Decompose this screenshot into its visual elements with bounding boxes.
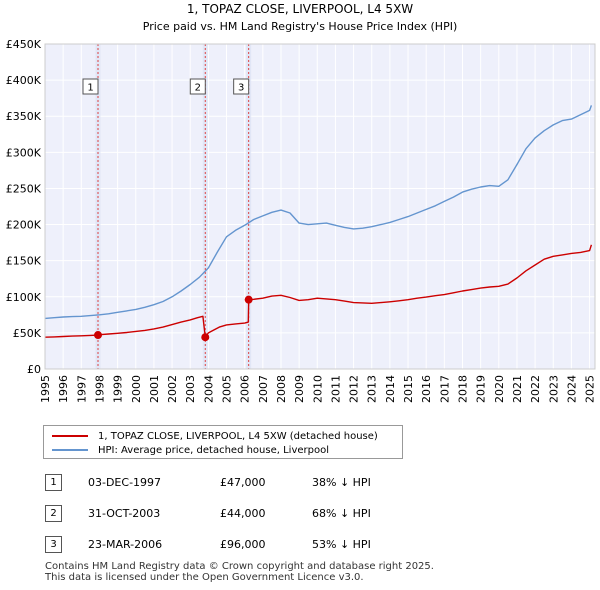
sale-label-box (189, 78, 206, 95)
sale-shading (95, 44, 252, 369)
y-tick-label: £250K (6, 182, 42, 195)
sale-number-badge: 2 (45, 505, 62, 522)
price-chart: 1, TOPAZ CLOSE, LIVERPOOL, L4 5XW Price … (6, 2, 597, 403)
x-tick-label: 2016 (420, 375, 433, 403)
footer: Contains HM Land Registry data © Crown c… (45, 561, 434, 583)
x-tick-label: 2000 (130, 375, 143, 403)
footer-licence: This data is licensed under the Open Gov… (45, 572, 364, 583)
x-tick-label: 1997 (75, 375, 88, 403)
y-tick-label: £200K (6, 219, 42, 232)
x-tick-label: 2020 (493, 375, 506, 403)
x-tick-label: 2005 (221, 375, 234, 403)
legend: 1, TOPAZ CLOSE, LIVERPOOL, L4 5XW (detac… (43, 425, 403, 459)
y-tick-label: £350K (6, 110, 42, 123)
x-tick-label: 1998 (93, 375, 106, 403)
sale-markers: 1 2 3 (82, 78, 253, 342)
y-tick-label: £300K (6, 146, 42, 159)
x-tick-label: 2025 (584, 375, 597, 403)
x-tick-label: 1999 (112, 375, 125, 403)
sale-highlight-band (246, 44, 252, 369)
x-tick-label: 2003 (184, 375, 197, 403)
x-tick-label: 1995 (39, 375, 52, 403)
plot-area (45, 44, 595, 369)
sale-number-badge: 1 (45, 474, 62, 491)
x-tick-label: 2004 (202, 375, 215, 403)
sale-highlight-band (95, 44, 101, 369)
footer-copyright: Contains HM Land Registry data © Crown c… (45, 561, 434, 572)
chart-subtitle: Price paid vs. HM Land Registry's House … (143, 20, 458, 33)
sale-point (244, 295, 253, 304)
sale-highlight-band (202, 44, 208, 369)
y-tick-label: £50K (13, 327, 42, 340)
x-tick-label: 2014 (384, 375, 397, 403)
x-tick-label: 2010 (311, 375, 324, 403)
legend-item-property: 1, TOPAZ CLOSE, LIVERPOOL, L4 5XW (detac… (52, 429, 378, 443)
legend-swatch-property (52, 435, 88, 437)
plot-border (44, 43, 596, 370)
x-tick-label: 2001 (148, 375, 161, 403)
sale-label-box (233, 78, 250, 95)
y-tick-label: £400K (6, 74, 42, 87)
legend-label-property: 1, TOPAZ CLOSE, LIVERPOOL, L4 5XW (detac… (98, 430, 378, 442)
x-tick-label: 2021 (511, 375, 524, 403)
sale-date: 03-DEC-1997 (88, 476, 162, 489)
x-tick-label: 2015 (402, 375, 415, 403)
sale-label: 1 (87, 83, 93, 94)
sale-label: 3 (238, 83, 244, 94)
x-tick-label: 2013 (366, 375, 379, 403)
sale-point (94, 331, 103, 340)
x-tick-label: 2011 (329, 375, 342, 403)
x-tick-label: 2002 (166, 375, 179, 403)
series-line (44, 244, 593, 338)
y-tick-label: £450K (6, 38, 42, 51)
x-tick-label: 2009 (293, 375, 306, 403)
y-tick-label: £0 (27, 363, 41, 376)
x-tick-label: 2018 (456, 375, 469, 403)
sale-hpi-diff: 68% ↓ HPI (312, 507, 371, 520)
x-tick-label: 2008 (275, 375, 288, 403)
axes: £0 £50K £100K £150K £200K £250K £300K £350K £400… (6, 38, 597, 403)
sale-hpi-diff: 38% ↓ HPI (312, 476, 371, 489)
x-tick-label: 2019 (475, 375, 488, 403)
x-tick-label: 2022 (529, 375, 542, 403)
x-tick-label: 2012 (348, 375, 361, 403)
sale-point (201, 333, 210, 342)
legend-swatch-hpi (52, 449, 88, 451)
sale-price: £47,000 (220, 476, 266, 489)
x-tick-label: 2006 (239, 375, 252, 403)
sale-number-badge: 3 (45, 536, 62, 553)
y-tick-label: £100K (6, 291, 42, 304)
series-line (44, 105, 593, 320)
legend-item-hpi: HPI: Average price, detached house, Live… (52, 443, 329, 457)
x-tick-label: 2024 (565, 375, 578, 403)
sale-label: 2 (195, 83, 201, 94)
series-layer (44, 105, 593, 338)
sale-date: 31-OCT-2003 (88, 507, 161, 520)
x-tick-label: 2017 (438, 375, 451, 403)
y-tick-label: £150K (6, 255, 42, 268)
legend-label-hpi: HPI: Average price, detached house, Live… (98, 444, 330, 456)
sale-date: 23-MAR-2006 (88, 538, 163, 551)
sale-price: £96,000 (220, 538, 266, 551)
x-tick-label: 2007 (257, 375, 270, 403)
chart-title: 1, TOPAZ CLOSE, LIVERPOOL, L4 5XW (187, 2, 413, 16)
x-tick-label: 1996 (57, 375, 70, 403)
sale-hpi-diff: 53% ↓ HPI (312, 538, 371, 551)
x-tick-label: 2023 (547, 375, 560, 403)
sale-label-box (82, 78, 99, 95)
sale-price: £44,000 (220, 507, 266, 520)
